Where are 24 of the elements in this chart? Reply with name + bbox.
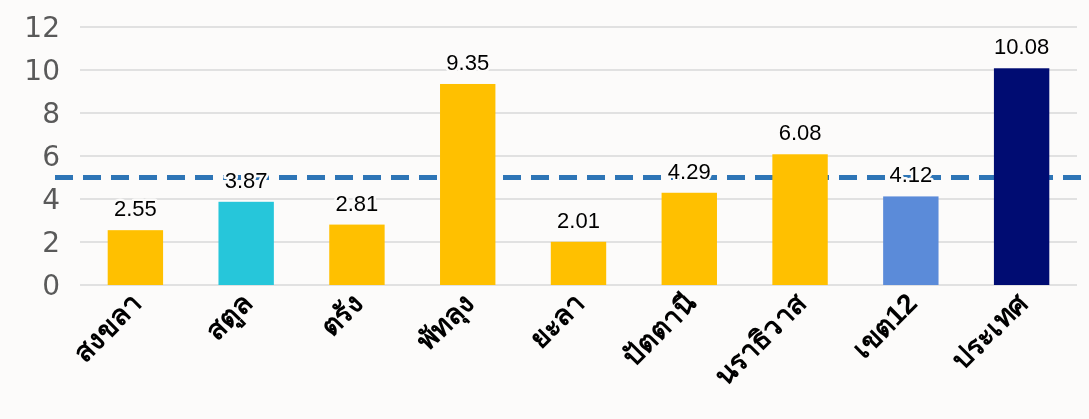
- y-tick-label: 4: [42, 183, 60, 216]
- data-label: 6.08: [778, 120, 822, 146]
- data-label: 2.55: [113, 196, 157, 222]
- y-tick-label: 0: [42, 269, 60, 302]
- data-label: 2.81: [335, 190, 379, 216]
- bar: [993, 68, 1050, 285]
- y-tick-label: 2: [42, 226, 60, 259]
- data-label: 2.01: [557, 207, 600, 233]
- y-tick-label: 8: [42, 97, 60, 130]
- bar: [883, 196, 939, 285]
- y-tick-label: 12: [24, 11, 60, 44]
- bar: [329, 224, 385, 285]
- bar: [440, 83, 496, 285]
- bar: [107, 230, 164, 285]
- bar: [550, 241, 607, 285]
- y-tick-label: 10: [24, 54, 60, 87]
- x-tick-label: สตูล: [199, 287, 260, 348]
- data-label: 9.35: [446, 49, 490, 75]
- bar: [218, 201, 274, 285]
- x-tick-label: ตรัง: [314, 287, 370, 343]
- y-tick-label: 6: [42, 140, 60, 173]
- data-label: 10.08: [994, 34, 1050, 60]
- bar: [661, 192, 717, 285]
- bar: [772, 154, 828, 285]
